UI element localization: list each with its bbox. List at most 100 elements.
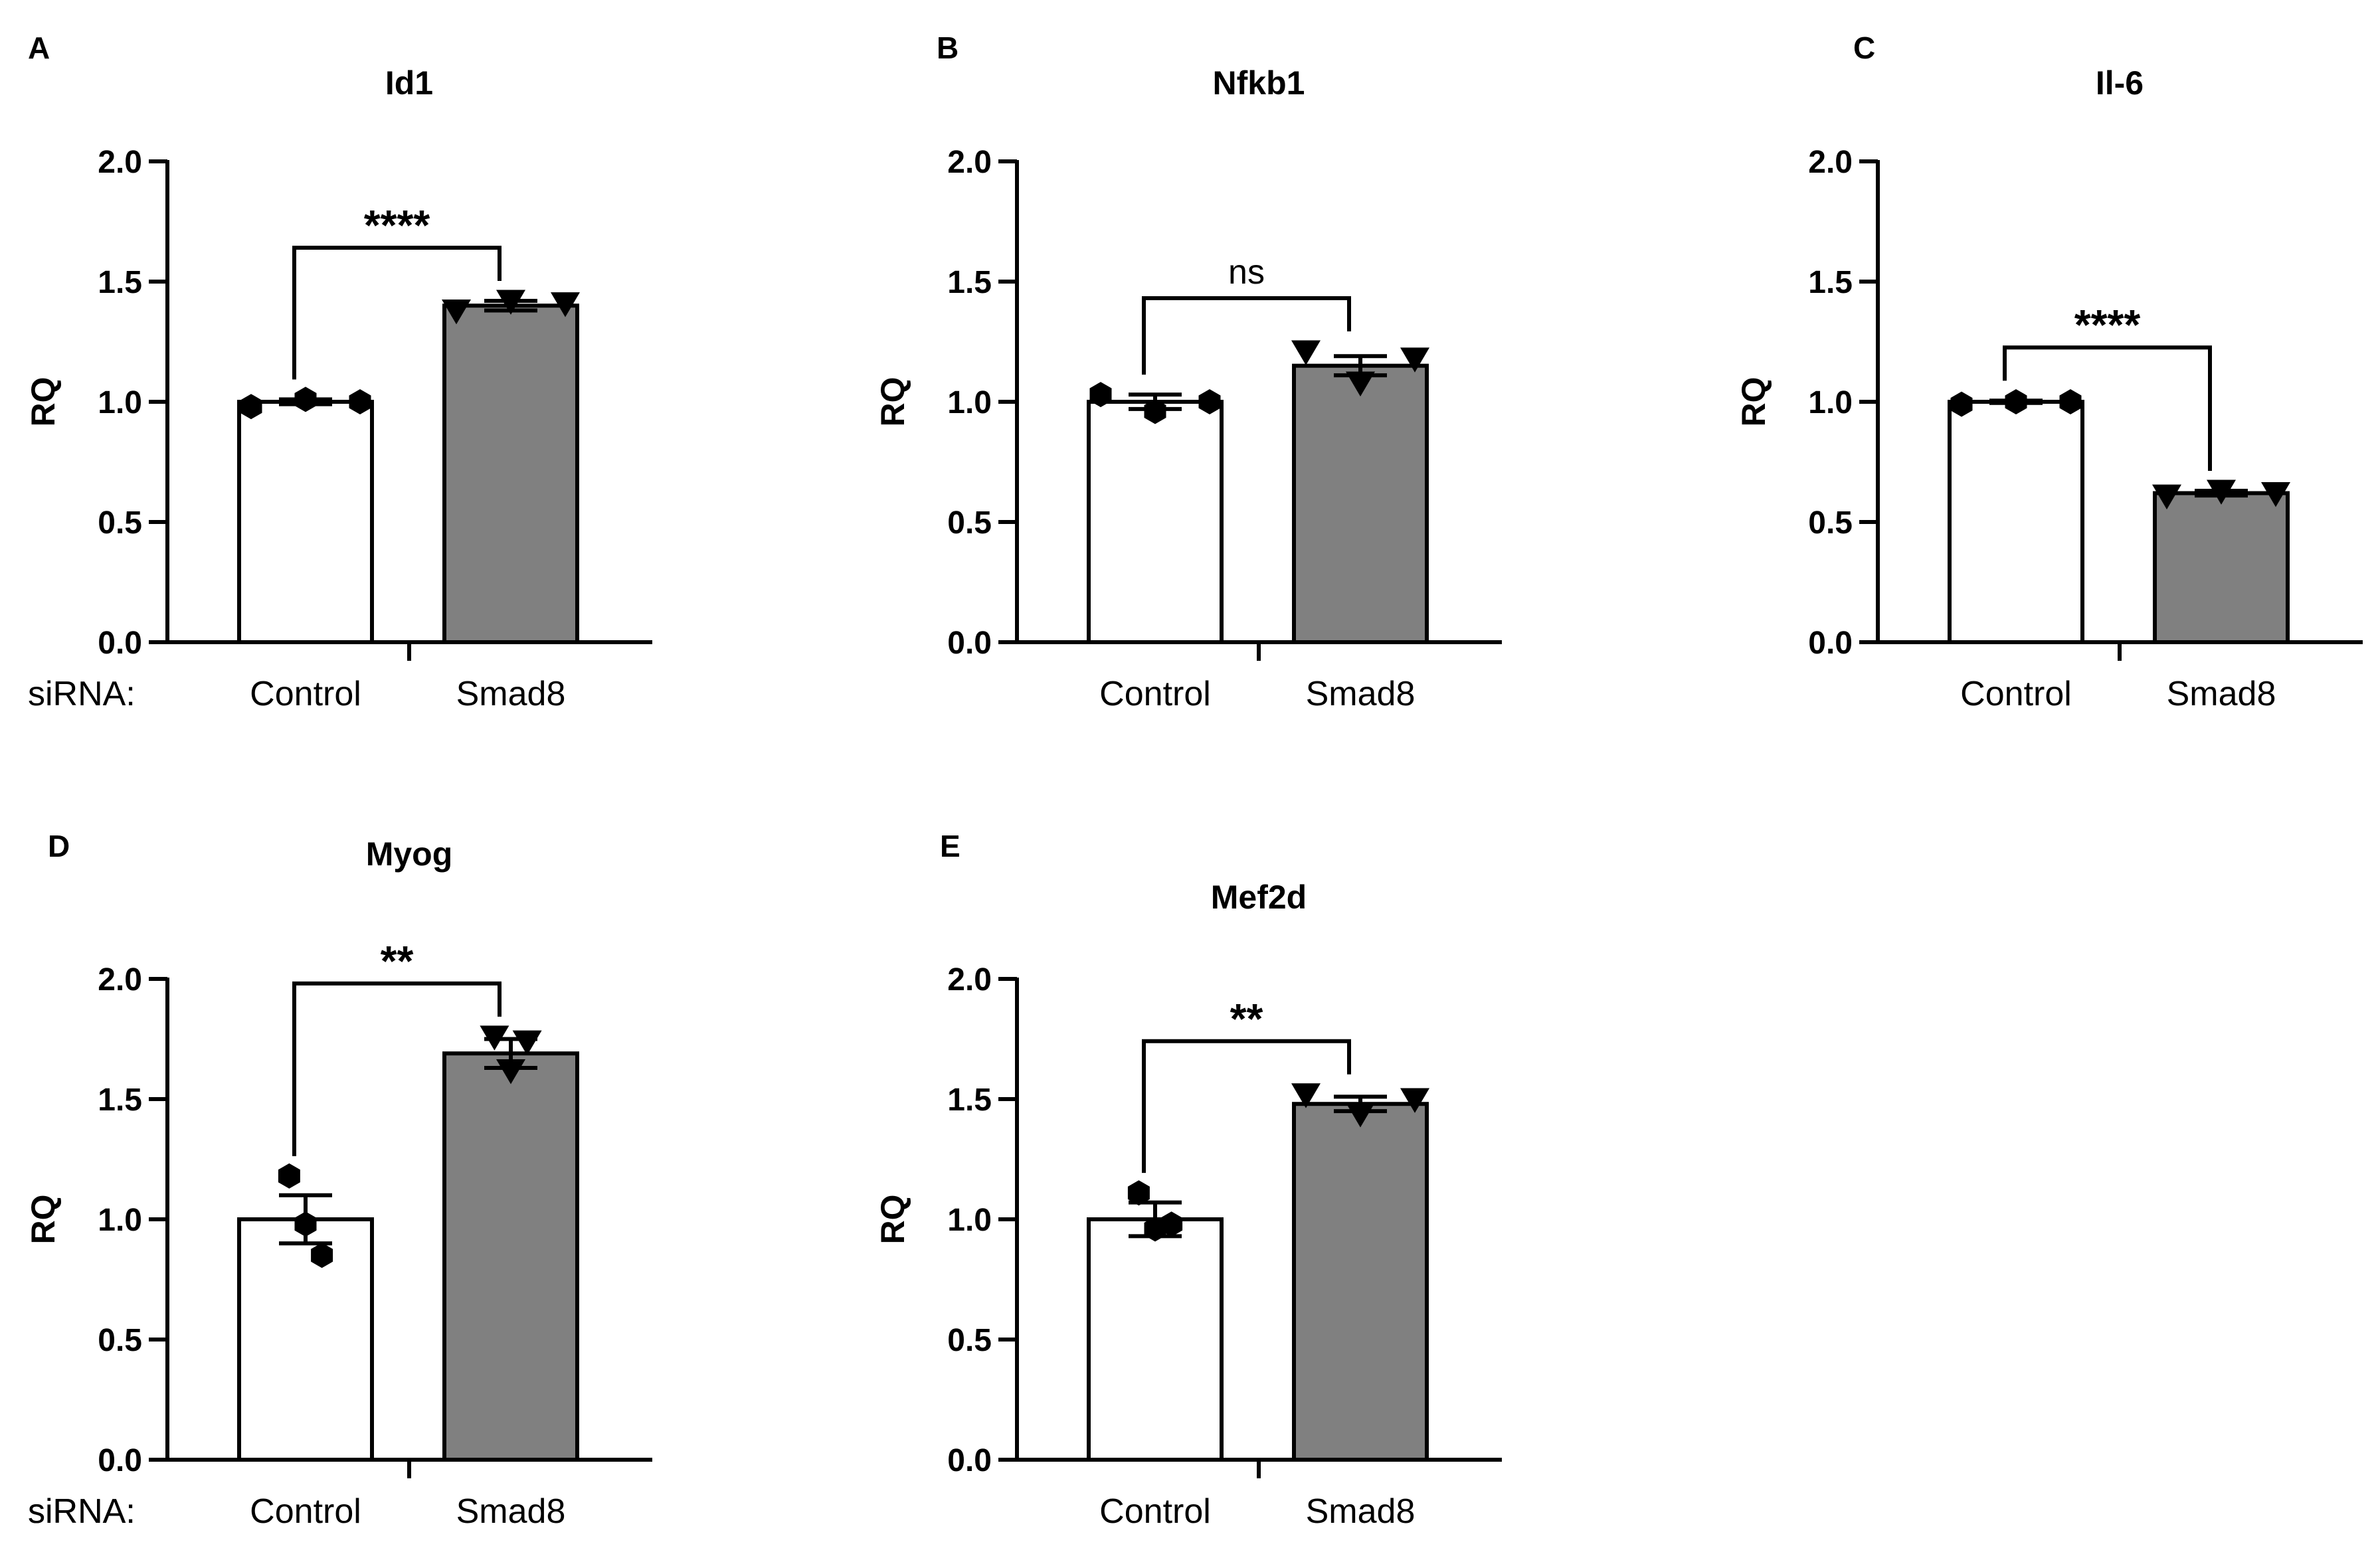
bar-control <box>1087 400 1224 644</box>
y-axis-label: RQ <box>1735 377 1772 427</box>
significance-label: ** <box>381 937 414 985</box>
significance-label: ns <box>1228 253 1265 292</box>
panel-b: B Nfkb1 RQ 0.0 0.5 1.0 1.5 2.0 Control Smad8 ns <box>874 31 1502 713</box>
x-tick-label: Control <box>1960 675 2072 713</box>
panel-a: A Id1 RQ 0.0 0.5 1.0 1.5 2.0 Control Smad8 siRNA: *… <box>25 31 652 713</box>
y-tick-label: 1.0 <box>947 385 992 420</box>
group-label: siRNA: <box>28 675 136 713</box>
panel-title: Il-6 <box>2096 64 2144 102</box>
y-tick-label: 0.5 <box>98 505 142 541</box>
y-tick-label: 0.0 <box>98 1443 142 1478</box>
panel-letter: C <box>1853 31 1875 65</box>
bar-smad8 <box>442 303 579 644</box>
panel-title: Nfkb1 <box>1213 64 1305 102</box>
x-tick-label: Control <box>250 1492 361 1531</box>
panel-letter: B <box>937 31 959 65</box>
y-tick-label: 0.0 <box>98 626 142 661</box>
significance-label: ** <box>1230 995 1263 1043</box>
panel-letter: D <box>48 829 70 863</box>
y-axis-label: RQ <box>25 377 62 427</box>
y-tick-label: 1.0 <box>98 1203 142 1238</box>
significance-bracket <box>1142 1039 1351 1173</box>
significance-label: **** <box>364 201 430 249</box>
bar-smad8 <box>2153 491 2290 644</box>
significance-label: **** <box>2074 301 2141 349</box>
data-point-smad8 <box>512 1030 542 1056</box>
y-axis-label: RQ <box>25 1195 62 1245</box>
data-point-smad8 <box>1291 340 1321 365</box>
bar-control <box>237 1217 374 1462</box>
y-tick-label: 1.5 <box>1808 265 1853 300</box>
data-point-control <box>1144 398 1166 424</box>
x-tick-label: Control <box>1099 675 1211 713</box>
y-tick-label: 1.5 <box>947 265 992 300</box>
data-point-smad8 <box>2261 482 2290 507</box>
data-point-control <box>311 1243 333 1268</box>
bar-control <box>237 400 374 644</box>
y-tick-label: 1.5 <box>947 1083 992 1118</box>
y-axis-label: RQ <box>874 1195 911 1245</box>
panel-c: C Il-6 RQ 0.0 0.5 1.0 1.5 2.0 Control Smad8 **** <box>1735 31 2363 713</box>
panel-title: Id1 <box>385 64 433 102</box>
x-tick-label: Control <box>1099 1492 1211 1531</box>
y-tick-label: 1.0 <box>98 385 142 420</box>
panel-e: E Mef2d RQ 0.0 0.5 1.0 1.5 2.0 Control Smad8 siRNA… <box>28 829 1502 1531</box>
panel-d: D Myog RQ 0.0 0.5 1.0 1.5 2.0 Control Smad8 siRNA:… <box>25 829 652 1531</box>
x-tick-label: Smad8 <box>456 1492 566 1531</box>
bar-control <box>1948 400 2084 644</box>
y-tick-label: 0.5 <box>98 1323 142 1358</box>
panel-title: Myog <box>366 835 453 873</box>
y-tick-label: 2.0 <box>98 145 142 180</box>
data-point-smad8 <box>1400 347 1429 373</box>
y-tick-label: 0.5 <box>947 1323 992 1358</box>
y-tick-label: 0.0 <box>947 1443 992 1478</box>
y-tick-label: 1.0 <box>947 1203 992 1238</box>
significance-bracket <box>2003 345 2212 471</box>
data-point-smad8 <box>2152 484 2181 510</box>
data-point-smad8 <box>1400 1088 1429 1113</box>
panel-title: Mef2d <box>1211 879 1307 916</box>
y-tick-label: 0.0 <box>947 626 992 661</box>
x-tick-label: Smad8 <box>1306 675 1416 713</box>
y-tick-label: 0.5 <box>947 505 992 541</box>
panel-letter: A <box>28 31 50 65</box>
data-point-smad8 <box>551 292 580 317</box>
data-point-smad8 <box>496 1059 525 1084</box>
data-point-control <box>1198 389 1221 414</box>
data-point-control <box>1127 1180 1150 1206</box>
data-point-control <box>2059 389 2082 414</box>
group-label: siRNA: <box>28 1492 136 1531</box>
y-tick-label: 1.5 <box>98 1083 142 1118</box>
data-point-control <box>1089 382 1112 408</box>
y-tick-label: 2.0 <box>947 962 992 997</box>
group-label: siRNA: <box>28 1492 136 1531</box>
x-tick-label: Smad8 <box>456 675 566 713</box>
panel-letter: E <box>940 829 961 863</box>
y-tick-label: 2.0 <box>947 145 992 180</box>
data-point-smad8 <box>1346 1102 1375 1128</box>
data-point-smad8 <box>1346 371 1375 396</box>
y-tick-label: 2.0 <box>1808 145 1853 180</box>
bar-smad8 <box>1292 1102 1429 1462</box>
significance-bracket <box>292 245 502 380</box>
x-tick-label: Smad8 <box>2167 675 2276 713</box>
x-tick-label: Control <box>250 675 361 713</box>
data-point-control <box>349 389 371 414</box>
data-point-control <box>240 394 262 420</box>
y-tick-label: 0.5 <box>1808 505 1853 541</box>
y-tick-label: 0.0 <box>1808 626 1853 661</box>
significance-bracket <box>1142 296 1351 375</box>
bar-smad8 <box>442 1051 579 1462</box>
data-point-control <box>1160 1211 1183 1237</box>
bar-control <box>1087 1217 1224 1462</box>
bar-smad8 <box>1292 363 1429 644</box>
data-point-smad8 <box>1291 1083 1321 1108</box>
x-tick-label: Smad8 <box>1306 1492 1416 1531</box>
y-tick-label: 1.0 <box>1808 385 1853 420</box>
y-tick-label: 2.0 <box>98 962 142 997</box>
data-point-smad8 <box>442 299 471 325</box>
data-point-control <box>278 1163 300 1189</box>
data-point-control <box>1950 391 1973 417</box>
